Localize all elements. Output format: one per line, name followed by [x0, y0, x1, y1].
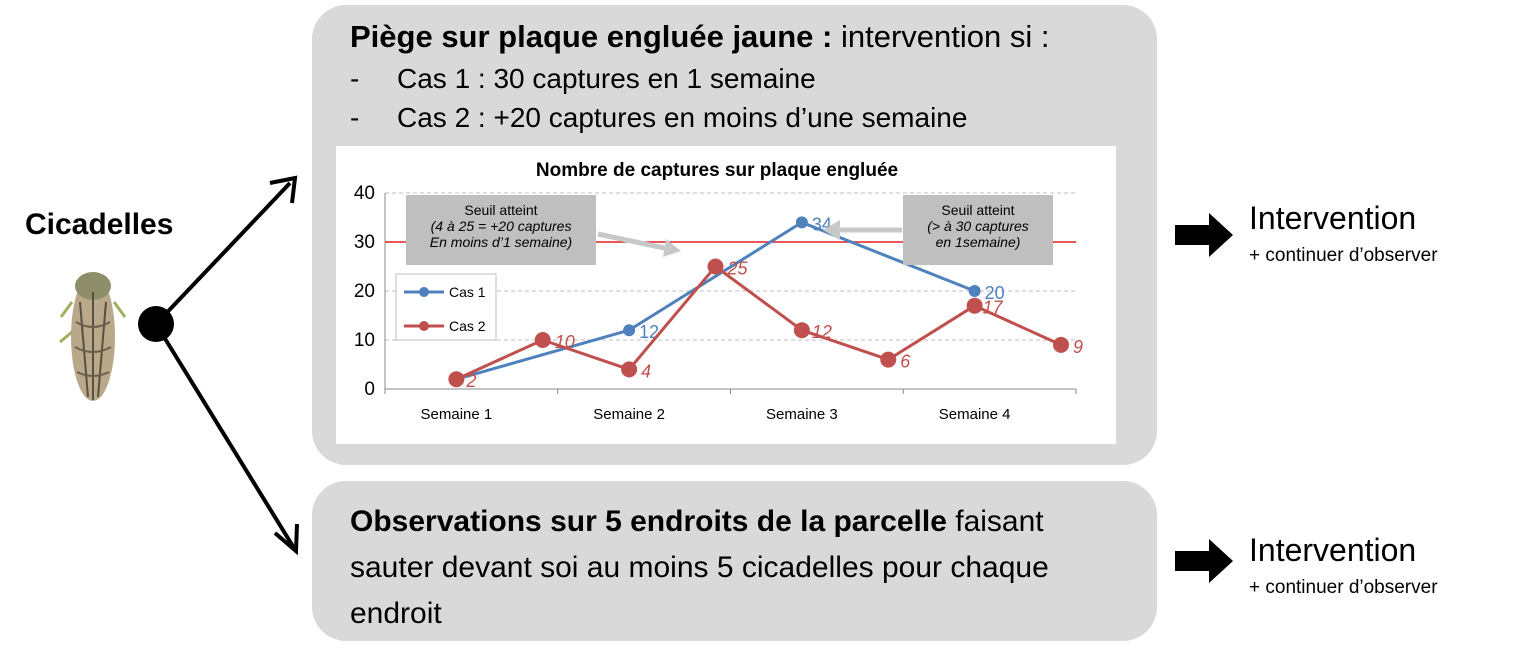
- branch-node: [138, 306, 174, 342]
- criterion-1-dash: -: [350, 63, 360, 94]
- data-point: [968, 285, 981, 297]
- right-arrow-icon: [1175, 539, 1233, 583]
- threshold-annotation-text: Seuil atteint: [941, 202, 1014, 218]
- data-label: 6: [900, 352, 911, 372]
- sticky-trap-panel: Piège sur plaque engluée jaune : interve…: [312, 5, 1157, 465]
- legend-marker: [419, 287, 429, 297]
- field-observation-rest: faisant sauter devant soi au moins 5 cic…: [350, 505, 1049, 630]
- legend-marker: [419, 321, 429, 331]
- sticky-trap-title: Piège sur plaque engluée jaune : interve…: [350, 19, 1049, 55]
- outcome-1-subtitle: + continuer d’observer: [1249, 245, 1438, 266]
- criterion-2: - Cas 2 : +20 captures en moins d’une sem…: [350, 102, 967, 134]
- data-point: [534, 332, 551, 348]
- data-point: [793, 322, 810, 339]
- threshold-annotation-text: En moins d’1 semaine): [430, 234, 572, 250]
- data-label: 12: [639, 322, 659, 342]
- data-label: 17: [983, 298, 1004, 318]
- series-line: [455, 220, 976, 381]
- threshold-annotation-text: en 1semaine): [936, 234, 1021, 250]
- data-point: [795, 216, 808, 229]
- data-point: [966, 297, 983, 314]
- lower-branch-arrow: [154, 322, 296, 550]
- annotation-arrowhead: [663, 239, 681, 257]
- captures-chart: Nombre de captures sur plaque engluée 0 10…: [336, 146, 1116, 444]
- y-tick-label: 10: [354, 330, 375, 351]
- data-label: 4: [641, 361, 651, 381]
- data-label: 20: [985, 283, 1005, 303]
- field-observation-bold: Observations sur 5 endroits de la parcel…: [350, 505, 947, 538]
- lower-arrowhead: [273, 523, 299, 556]
- legend-label: Cas 1: [449, 284, 486, 300]
- field-observation-panel: Observations sur 5 endroits de la parcel…: [312, 481, 1157, 641]
- data-point: [448, 371, 465, 388]
- cicadelles-title: Cicadelles: [25, 208, 174, 241]
- annotation-arrow: [597, 231, 670, 252]
- series-line: [455, 265, 1062, 381]
- right-arrow-icon: [1175, 213, 1233, 257]
- threshold-annotation-text: (> à 30 captures: [927, 218, 1029, 234]
- chart-title: Nombre de captures sur plaque engluée: [536, 160, 898, 181]
- data-label: 9: [1073, 337, 1083, 357]
- data-label: 25: [727, 259, 749, 279]
- annotation-arrowhead: [823, 220, 840, 240]
- threshold-annotation-box: [903, 195, 1053, 265]
- threshold-annotation-text: Seuil atteint: [464, 202, 537, 218]
- x-tick-label: Semaine 3: [766, 406, 838, 423]
- y-tick-label: 0: [364, 379, 375, 400]
- y-tick-label: 20: [354, 281, 375, 302]
- threshold-annotation-box: [406, 195, 596, 265]
- upper-arrowhead: [269, 175, 298, 204]
- threshold-annotation-text: (4 à 25 = +20 captures: [431, 218, 572, 234]
- data-label: 2: [465, 371, 476, 391]
- upper-branch-arrow: [154, 181, 292, 326]
- data-point: [707, 258, 724, 275]
- x-tick-label: Semaine 4: [939, 406, 1011, 423]
- criterion-2-dash: -: [350, 102, 360, 133]
- sticky-trap-title-rest: intervention si :: [832, 19, 1050, 54]
- y-tick-label: 40: [354, 183, 375, 204]
- outcome-1-title: Intervention: [1249, 200, 1417, 236]
- y-tick-label: 30: [354, 232, 375, 253]
- legend-box: [395, 273, 497, 341]
- data-point: [1053, 336, 1069, 353]
- outcome-2-title: Intervention: [1249, 532, 1417, 568]
- data-point: [623, 324, 636, 337]
- leafhopper-image: [59, 272, 127, 401]
- field-observation-text: Observations sur 5 endroits de la parcel…: [350, 499, 1130, 637]
- criterion-2-text: Cas 2 : +20 captures en moins d’une sema…: [397, 102, 968, 133]
- x-tick-label: Semaine 2: [593, 406, 665, 423]
- data-label: 12: [812, 322, 832, 342]
- legend-label: Cas 2: [449, 318, 486, 334]
- sticky-trap-title-bold: Piège sur plaque engluée jaune :: [350, 19, 833, 54]
- data-point: [621, 361, 638, 378]
- captures-chart-svg: Nombre de captures sur plaque engluée 0 10…: [354, 160, 1083, 423]
- outcome-2-subtitle: + continuer d’observer: [1249, 577, 1438, 598]
- criterion-1-text: Cas 1 : 30 captures en 1 semaine: [397, 63, 816, 94]
- data-label: 10: [555, 332, 575, 352]
- criterion-1: - Cas 1 : 30 captures en 1 semaine: [350, 63, 816, 95]
- x-tick-label: Semaine 1: [421, 406, 493, 423]
- data-point: [880, 351, 897, 368]
